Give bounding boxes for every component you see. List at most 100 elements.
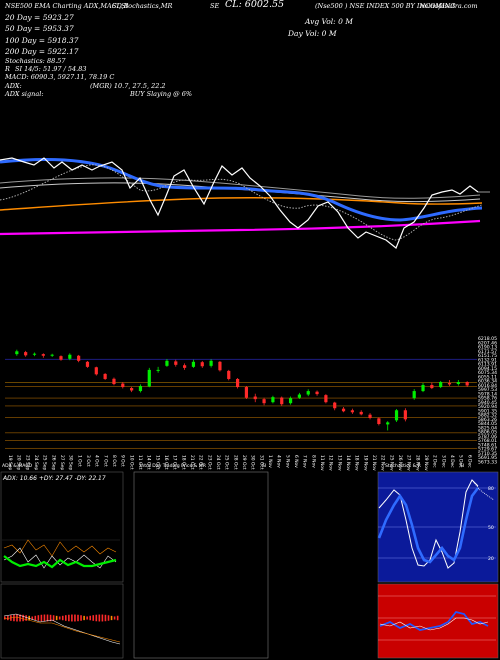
macd-bar (28, 615, 30, 621)
ema-magenta-line (0, 219, 481, 236)
date-tick-label: 8 Nov (310, 455, 316, 468)
candle-down (341, 408, 346, 412)
date-tick-label: 21 Nov (371, 455, 377, 471)
date-tick-label: 11 Oct (137, 455, 143, 470)
candle-down (368, 414, 372, 418)
candle-down (377, 418, 381, 424)
price-tick-label: 5978.14 (478, 391, 497, 397)
macd-bar (46, 614, 49, 622)
date-tick-label: 4 Dec (449, 455, 455, 468)
candle-up (412, 391, 416, 399)
date-tick-label: 6 Nov (293, 455, 299, 468)
macd-bar (7, 615, 9, 621)
macd-bar (25, 615, 27, 621)
price-tick-label: 5710.35 (478, 451, 497, 457)
stoch-tick-80: 80 (488, 486, 494, 492)
ema100-readout: 100 Day = 5918.37 (5, 36, 79, 45)
candle-down (235, 378, 240, 388)
date-tick-label: 13 Nov (336, 455, 342, 471)
date-tick-label: 29 Nov (423, 455, 429, 471)
macd-readout: MACD: 6090.3, 5927.11, 78.19 C (5, 73, 115, 81)
site-name: munafasutra.com (420, 2, 478, 10)
date-tick-label: 18 Nov (354, 455, 360, 471)
date-tick-label: 27 Nov (406, 455, 412, 471)
macd-bar (13, 614, 15, 622)
price-tick-label: 6016.84 (478, 383, 497, 389)
candle-up (191, 361, 196, 367)
date-tick-label: 3 Dec (440, 455, 446, 468)
adx-green-line (3, 555, 117, 569)
candle-up (421, 385, 425, 392)
macd-bar (58, 616, 61, 620)
candle-down (112, 378, 116, 385)
price-tick-label: 5673.33 (478, 459, 497, 465)
candle-up (209, 360, 213, 366)
price-axis: 6218.056207.466190.136171.576151.756132.… (478, 336, 497, 465)
date-tick-label: 20 Sep (16, 455, 22, 470)
macd-bar (86, 616, 88, 620)
candle-up (386, 422, 390, 425)
macd-bar (52, 615, 55, 621)
candle-down (218, 361, 222, 371)
si-blue-line (379, 610, 489, 631)
date-tick-label: 27 Sep (59, 455, 65, 470)
si-readout: SI 14/5: 51.97 / 54.83 (15, 65, 87, 73)
date-tick-label: 1 Oct (76, 455, 82, 467)
price-tick-label: 5997.53 (478, 387, 497, 393)
stochastics-readout: Stochastics: 88.57 (5, 57, 66, 65)
macd-bar (37, 615, 40, 621)
macd-bar (116, 615, 119, 621)
date-tick-label: 7 Nov (302, 455, 308, 468)
price-tick-label: 5920.94 (478, 404, 497, 410)
price-tick-label: 6151.75 (478, 353, 497, 359)
candle-down (94, 367, 98, 375)
adx-white-line (3, 547, 117, 569)
macd-bar (40, 614, 43, 622)
candle-up (297, 394, 301, 398)
candle-down (253, 396, 257, 400)
ema50-readout: 50 Day = 5953.37 (5, 24, 74, 33)
candle-down (315, 391, 319, 395)
stoch-k-line (378, 479, 479, 569)
date-axis: 19 Sep 20 Sep 23 Sep 24 Sep 25 Sep 26 Sep 27 S… (7, 455, 472, 471)
candles (15, 349, 469, 431)
adx-orange-line (3, 539, 117, 557)
date-tick-label: 29 Oct (241, 455, 247, 470)
date-tick-label: 28 Nov (414, 455, 420, 471)
close-price: CL: 6002.55 (225, 0, 285, 10)
candle-down (244, 387, 249, 398)
price-tick-label: 6132.91 (478, 357, 497, 363)
date-tick-label: 14 Oct (146, 455, 152, 470)
macd-bar (43, 614, 46, 622)
candle-up (439, 381, 443, 388)
stoch-dotted-line (471, 479, 495, 501)
date-tick-label: 26 Nov (397, 455, 403, 471)
adx-readout: ADX: 10.66 +DY: 27.47 -DY: 22.17 (2, 475, 106, 482)
candle-down (85, 361, 90, 367)
stoch-tick-50: 50 (488, 525, 494, 531)
candle-down (59, 356, 63, 360)
date-tick-label: 12 Nov (328, 455, 334, 471)
date-tick-label: 30 Oct (250, 455, 256, 470)
macd-bar (22, 614, 24, 622)
candle-down (447, 383, 452, 385)
date-tick-label: 10 Oct (128, 455, 134, 470)
candle-down (121, 383, 125, 388)
macd-bar (16, 614, 18, 622)
ema-grey-line-2 (0, 182, 481, 203)
price-tick-label: 5787.06 (478, 434, 497, 440)
macd-bar (34, 615, 37, 621)
price-tick-label: 6094.15 (478, 366, 497, 372)
price-tick-label: 6218.05 (478, 336, 497, 342)
price-dotted-line (0, 164, 483, 241)
si-panel-frame (377, 583, 499, 659)
chart-title: NSE500 EMA Charting ADX,MACD,B (5, 2, 129, 10)
macd-bar (65, 615, 67, 621)
candle-down (24, 352, 28, 356)
macd-bar (92, 615, 95, 621)
candle-down (465, 381, 469, 386)
date-tick-label: 24 Oct (215, 455, 221, 470)
ema-orange-line (0, 197, 483, 211)
date-tick-label: 8 Oct (111, 455, 117, 467)
